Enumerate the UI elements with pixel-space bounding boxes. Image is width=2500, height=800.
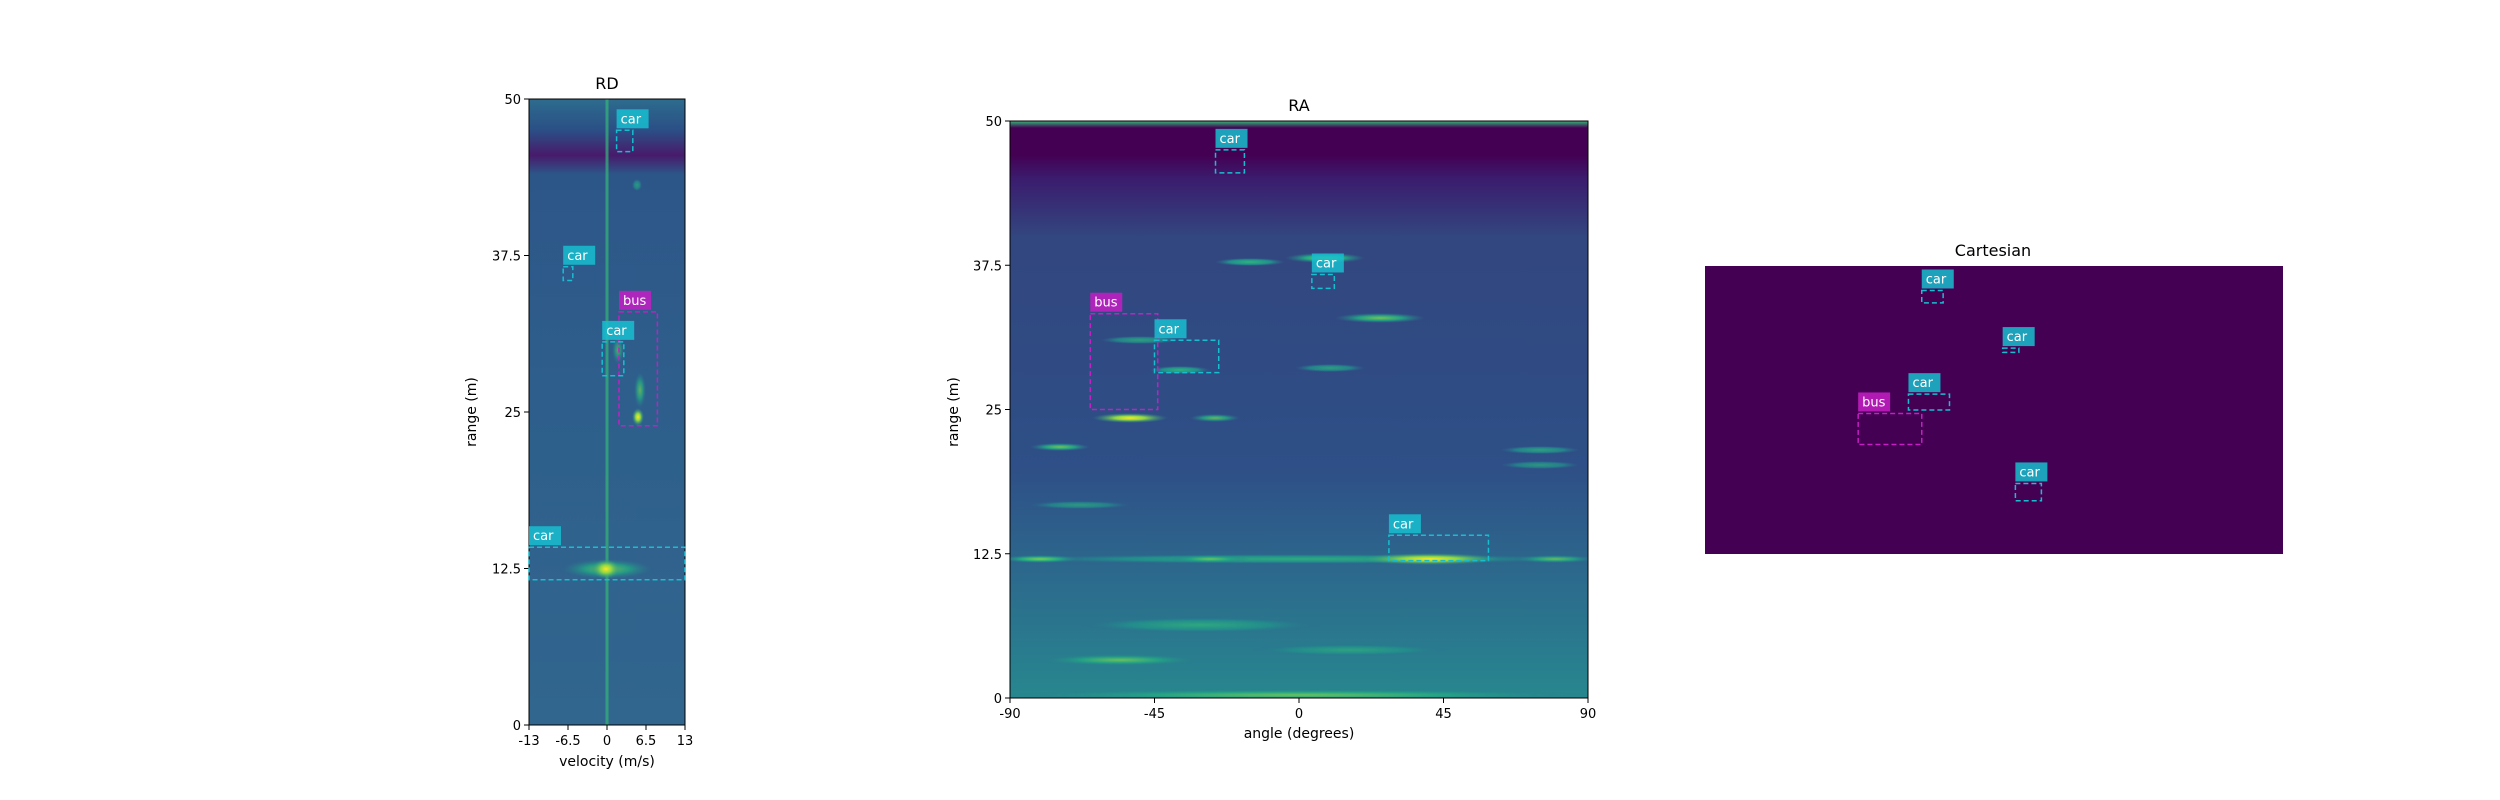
cartesian-detection-boxes: car car car bus car [1857,269,2048,502]
car-label-background [1908,373,1941,393]
car-label-background [1311,253,1344,273]
car-label: car [1220,132,1241,147]
ra-title: RA [1288,96,1309,115]
bus-label-background [619,290,651,310]
car-label: car [533,529,554,544]
ra-y-axis: 0 12.5 25 37.5 50 [973,115,1010,707]
car-label: car [606,324,627,339]
x-tick-label: 90 [1580,707,1597,722]
x-tick-label: 0 [1295,707,1303,722]
y-tick-label: 37.5 [973,259,1002,274]
car-label-background [602,320,635,340]
x-tick-label: 45 [1435,707,1452,722]
car-detection-box [1311,273,1336,290]
rd-detection-boxes: car car bus car car [528,109,686,581]
car-label: car [2019,465,2040,480]
bus-label-background [1090,292,1123,312]
car-detection-box [1153,339,1220,374]
car-detection-box [2014,482,2043,502]
y-tick-label: 50 [504,93,521,108]
ra-detection-boxes: car car bus car car [1089,128,1490,562]
x-tick-label: 6.5 [636,734,657,749]
rd-title: RD [595,74,618,93]
rd-y-axis-label: range (m) [464,377,480,447]
car-label: car [567,249,588,264]
car-detection-box [1907,393,1951,411]
bus-label: bus [623,294,646,309]
car-label: car [621,112,642,127]
x-tick-label: 13 [677,734,694,749]
ra-heatmap-texture [1010,253,1588,698]
cartesian-title: Cartesian [1955,241,2031,260]
car-detection-box [1921,289,1944,304]
cartesian-panel: Cartesian car car car bus car [1705,241,2283,554]
car-detection-box [562,266,574,282]
car-label-background [2002,327,2035,347]
car-label: car [1912,376,1933,391]
car-detection-box [1214,149,1246,174]
ra-y-axis-label: range (m) [946,377,962,447]
car-label-background [1215,128,1248,148]
bus-label: bus [1094,296,1117,311]
y-tick-label: 0 [513,719,521,734]
ra-x-axis-label: angle (degrees) [1244,726,1355,742]
x-tick-label: -13 [518,734,539,749]
bus-label-background [1858,392,1891,412]
x-tick-label: 0 [603,734,611,749]
car-label: car [2007,330,2028,345]
y-tick-label: 25 [985,404,1002,419]
car-detection-box [1388,534,1490,562]
x-tick-label: -45 [1144,707,1165,722]
car-label: car [1393,517,1414,532]
y-tick-label: 12.5 [973,548,1002,563]
car-detection-box [2001,347,2020,354]
car-label-background [1388,514,1421,534]
car-detection-box [615,129,634,153]
car-label: car [1159,322,1180,337]
y-tick-label: 25 [504,406,521,421]
ra-heatmap-background [1010,121,1588,698]
bus-detection-box [1089,312,1159,411]
car-label-background [529,526,561,546]
car-label-background [1921,269,1954,289]
x-tick-label: -90 [999,707,1020,722]
ra-x-axis: -90 -45 0 45 90 [999,698,1596,722]
x-tick-label: -6.5 [555,734,580,749]
y-tick-label: 12.5 [492,563,521,578]
car-label-background [563,245,596,265]
y-tick-label: 37.5 [492,250,521,265]
car-label: car [1926,272,1947,287]
rd-x-axis-label: velocity (m/s) [559,754,655,770]
rd-heatmap-texture [562,99,652,725]
cartesian-background [1705,266,2283,554]
car-label-background [1154,319,1187,339]
y-tick-label: 0 [994,692,1002,707]
car-label: car [1316,256,1337,271]
y-tick-label: 50 [985,115,1002,130]
bus-label: bus [1862,395,1885,410]
car-label-background [616,109,649,129]
car-detection-box [528,546,686,581]
rd-x-axis: -13 -6.5 0 6.5 13 [518,725,693,749]
bus-detection-box [618,311,659,427]
car-label-background [2015,462,2048,482]
rd-panel: RD -13 -6.5 0 6.5 13 0 12.5 25 37.5 50 car car bus… [464,74,693,770]
car-detection-box [601,341,625,377]
rd-y-axis: 0 12.5 25 37.5 50 [492,93,529,734]
